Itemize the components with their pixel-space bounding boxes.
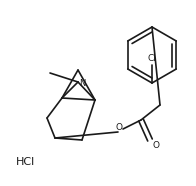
Text: N: N (79, 78, 85, 87)
Text: HCl: HCl (15, 157, 35, 167)
Text: O: O (152, 142, 160, 150)
Text: O: O (115, 123, 122, 132)
Text: Cl: Cl (148, 54, 156, 62)
